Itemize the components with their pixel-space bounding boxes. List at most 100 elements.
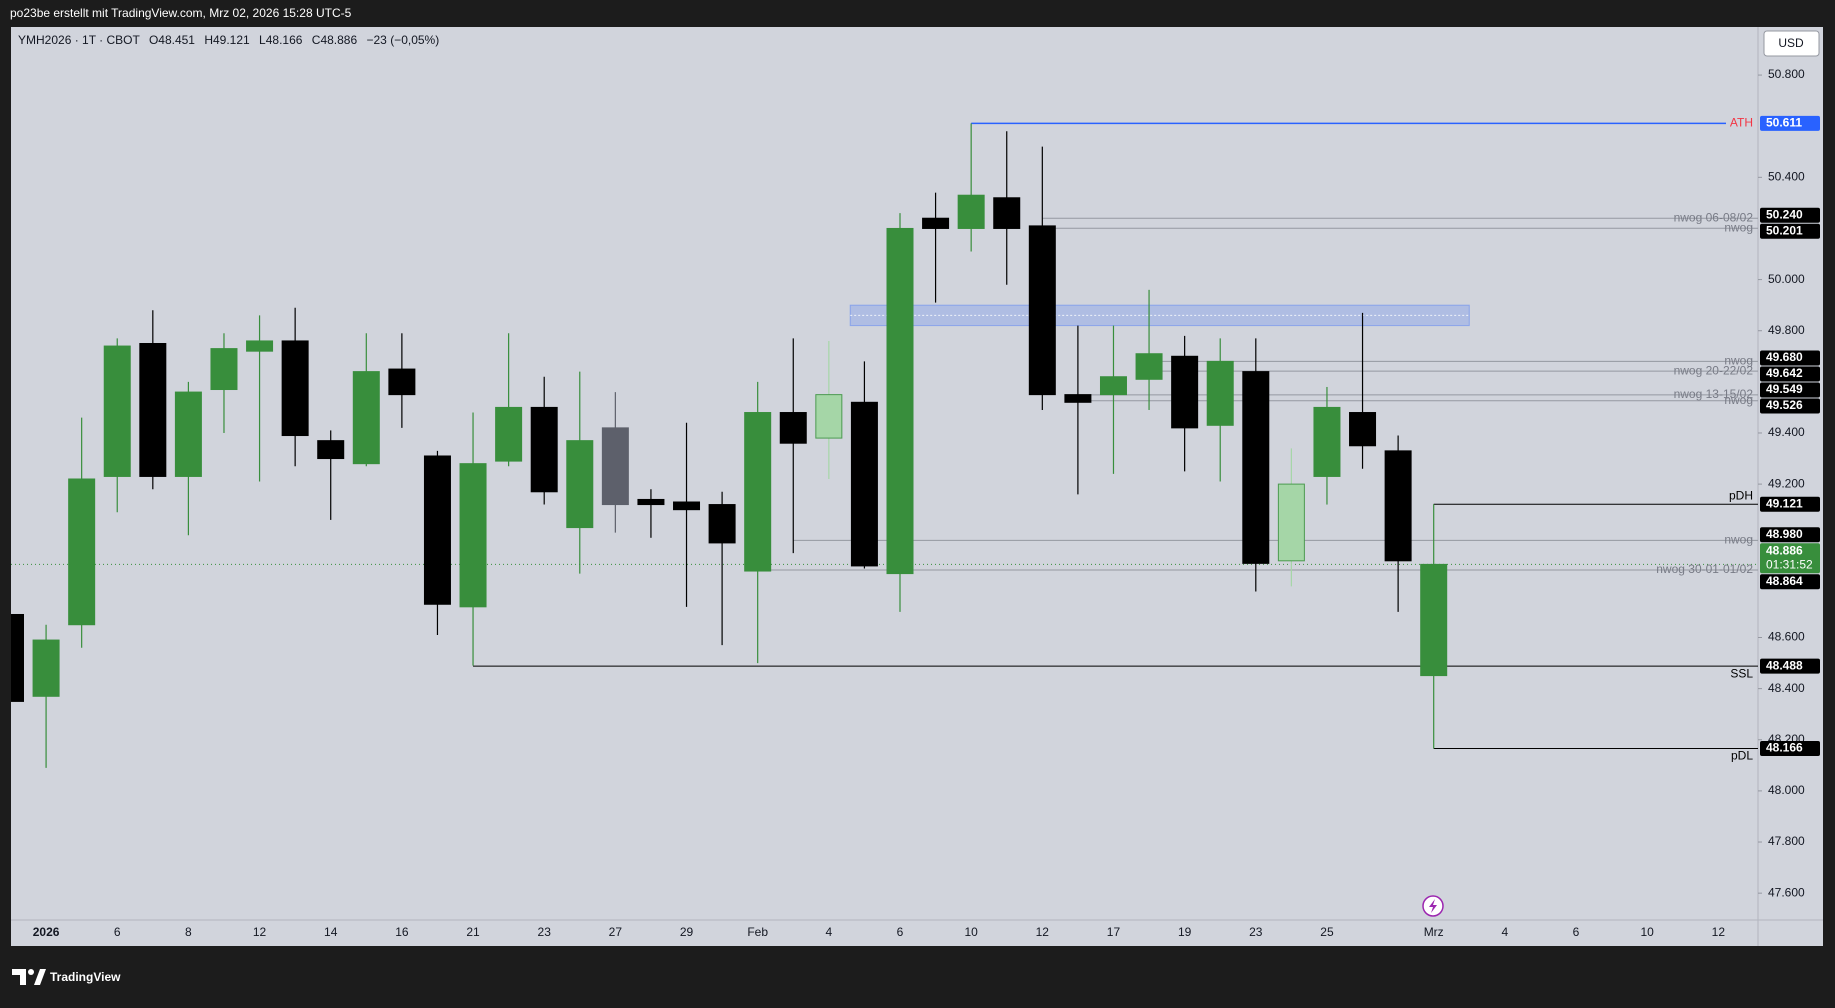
legend-letter: O — [149, 33, 158, 47]
level-label: nwog 30-01-01/02 — [1656, 562, 1753, 576]
x-tick-label: 29 — [680, 925, 694, 939]
candle-body — [1384, 450, 1412, 562]
price-badge-label: 48.166 — [1766, 741, 1803, 755]
y-tick-label: 48.600 — [1768, 630, 1805, 644]
x-tick-label: 10 — [1641, 925, 1655, 939]
candle-body — [957, 194, 985, 229]
price-badge — [1760, 382, 1820, 398]
candle-body — [68, 478, 96, 626]
level-label: SSL — [1730, 666, 1753, 680]
x-tick-label: 23 — [538, 925, 552, 939]
y-tick-label: 50.000 — [1768, 272, 1805, 286]
level-label: nwog — [1724, 354, 1753, 368]
x-tick-label: 6 — [114, 925, 121, 939]
level-label: ATH — [1730, 116, 1753, 130]
price-badge-label: 48.864 — [1766, 574, 1803, 588]
y-tick-label: 47.600 — [1768, 885, 1805, 899]
price-badge — [1760, 496, 1820, 512]
legend-symbol: YMH2026 · 1T · CBOT — [18, 33, 140, 47]
candle-body — [317, 440, 345, 460]
x-tick-label: 4 — [825, 925, 832, 939]
candle-body — [459, 463, 487, 608]
alert-bolt[interactable] — [1429, 899, 1437, 913]
logo-part — [12, 969, 26, 985]
x-tick-label: 8 — [185, 925, 192, 939]
y-tick-label: 49.200 — [1768, 476, 1805, 490]
x-tick-label: 14 — [324, 925, 338, 939]
legend-letter: C — [312, 33, 321, 47]
y-tick-label: 48.400 — [1768, 681, 1805, 695]
y-tick-label: 49.400 — [1768, 425, 1805, 439]
price-badge-label: 49.642 — [1766, 366, 1803, 380]
candle-body — [1171, 355, 1199, 429]
y-tick-label: 47.800 — [1768, 834, 1805, 848]
header-text: po23be erstellt mit TradingView.com, Mrz… — [10, 6, 352, 20]
x-tick-label: 6 — [1573, 925, 1580, 939]
candle-body — [174, 391, 202, 477]
candle-body — [850, 401, 878, 567]
legend-value: 48.451 — [158, 33, 195, 47]
price-badge — [1760, 366, 1820, 382]
candle-body — [1277, 483, 1305, 562]
candle-body — [922, 217, 950, 229]
candle-body — [601, 427, 629, 506]
candle-body — [1349, 412, 1377, 447]
logo-part — [34, 969, 46, 985]
x-tick-label: 19 — [1178, 925, 1192, 939]
candle-body — [566, 440, 594, 529]
candle-body — [708, 504, 736, 544]
price-badge-label: 49.549 — [1766, 382, 1803, 396]
legend-letter: L — [259, 33, 266, 47]
candle-body — [1206, 360, 1234, 426]
legend-value: 48.166 — [266, 33, 303, 47]
candle-body — [388, 368, 416, 396]
candle-body — [886, 227, 914, 575]
candle-body — [1135, 353, 1163, 380]
candle-body — [815, 394, 843, 439]
candle-body — [210, 348, 238, 391]
x-tick-label: 10 — [964, 925, 978, 939]
candle-body — [530, 406, 558, 493]
price-badge-label: 49.680 — [1766, 350, 1803, 364]
countdown-label: 01:31:52 — [1766, 557, 1813, 571]
brand-logo — [12, 969, 46, 985]
x-tick-label: 2026 — [33, 925, 60, 939]
level-label: nwog — [1724, 533, 1753, 547]
x-tick-label: 12 — [1036, 925, 1050, 939]
alert-icon[interactable] — [1422, 895, 1444, 917]
x-tick-label: 27 — [609, 925, 623, 939]
candle-body — [673, 501, 701, 511]
x-tick-label: 23 — [1249, 925, 1263, 939]
level-label: nwog — [1724, 393, 1753, 407]
legend: YMH2026 · 1T · CBOT O48.451 H49.121 L48.… — [18, 33, 439, 47]
candle-body — [1420, 563, 1448, 677]
x-tick-label: 4 — [1502, 925, 1509, 939]
legend-letter: H — [204, 33, 213, 47]
price-badge-label: 50.240 — [1766, 207, 1803, 221]
x-tick-label: Feb — [747, 925, 768, 939]
level-label: nwog — [1724, 220, 1753, 234]
price-badge-label: 50.201 — [1766, 223, 1803, 237]
x-tick-label: Mrz — [1424, 925, 1444, 939]
level-label: nwog 13-15/02 — [1674, 387, 1754, 401]
level-label: pDH — [1729, 488, 1753, 502]
candle-body — [744, 412, 772, 572]
candle-body — [32, 639, 60, 697]
price-badge — [1760, 527, 1820, 543]
price-badge — [1760, 350, 1820, 366]
candle-body — [637, 498, 665, 506]
candle-body — [1313, 406, 1341, 477]
x-tick-label: 12 — [253, 925, 267, 939]
x-tick-label: 17 — [1107, 925, 1121, 939]
candle-body — [1099, 376, 1127, 396]
y-tick-label: 50.800 — [1768, 67, 1805, 81]
currency-button[interactable] — [1763, 30, 1820, 57]
price-badge-label: 48.980 — [1766, 527, 1803, 541]
candle-body — [1028, 225, 1056, 396]
price-badge — [1760, 398, 1820, 414]
currency-label[interactable]: USD — [1778, 36, 1804, 50]
x-tick-label: 16 — [395, 925, 409, 939]
logo-part — [28, 969, 34, 975]
